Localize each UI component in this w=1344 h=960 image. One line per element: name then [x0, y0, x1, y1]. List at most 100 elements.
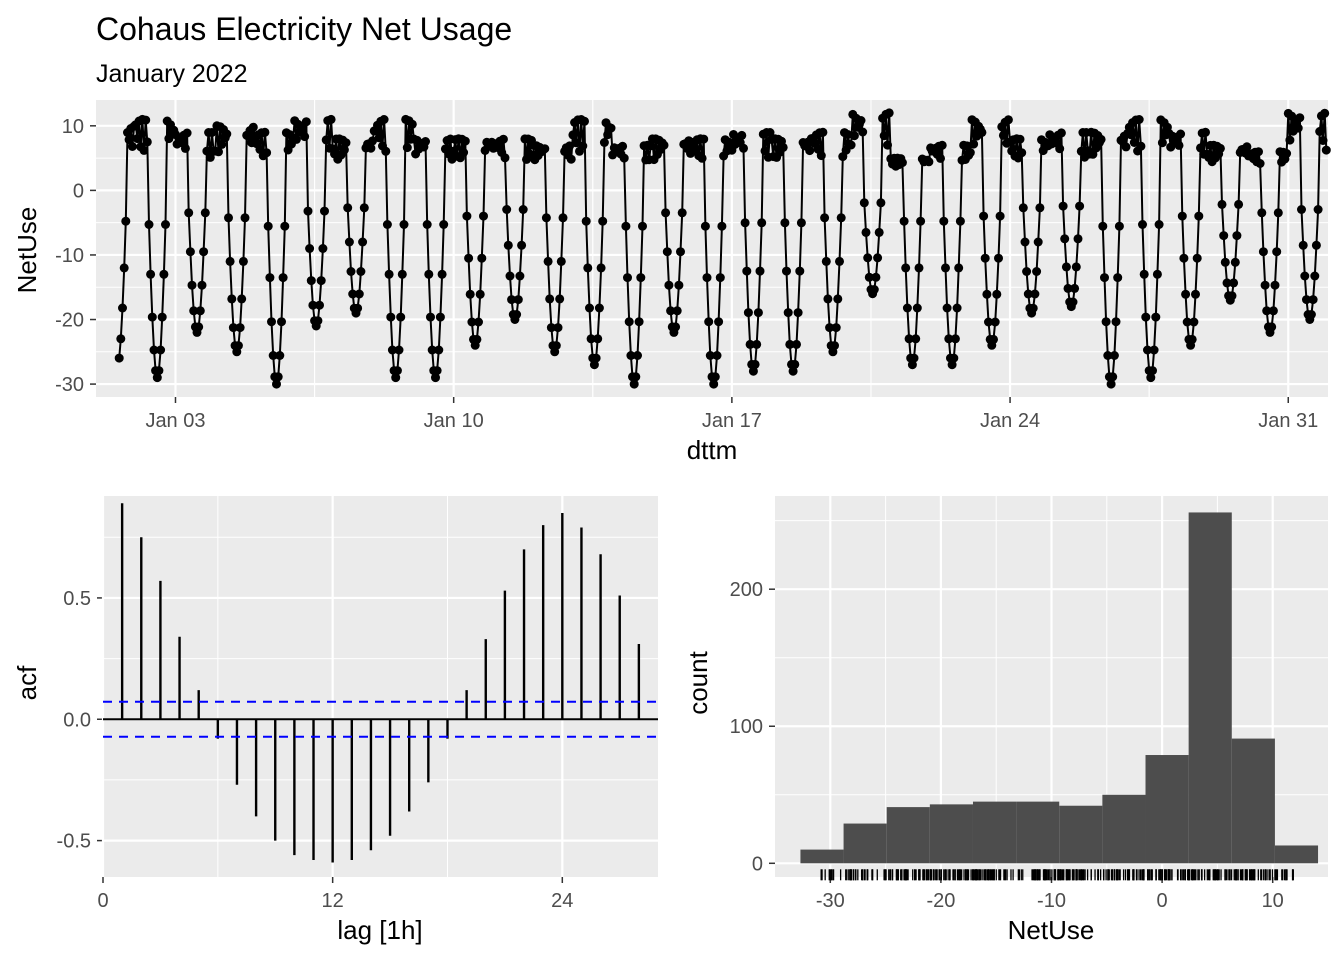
histogram-y-tick-label: 200 [730, 579, 763, 601]
timeseries-point [757, 218, 767, 228]
timeseries-point [374, 133, 384, 143]
acf-x-tick-label: 0 [97, 890, 108, 912]
timeseries-point [712, 351, 722, 360]
timeseries-point [752, 339, 762, 349]
timeseries-point [368, 136, 377, 146]
histogram-bar [1102, 794, 1146, 864]
timeseries-point [1260, 280, 1270, 290]
timeseries-point [619, 153, 629, 163]
timeseries-point [737, 130, 747, 140]
timeseries-point [939, 216, 949, 226]
timeseries-point [465, 289, 475, 299]
timeseries-point [1126, 130, 1136, 140]
timeseries-point [306, 276, 316, 286]
timeseries-point [1234, 199, 1244, 209]
timeseries-point [214, 147, 223, 157]
timeseries-point [1297, 205, 1306, 214]
timeseries-point [227, 294, 237, 304]
timeseries-point [994, 253, 1003, 263]
timeseries-point [580, 116, 589, 126]
timeseries-point [823, 294, 833, 304]
timeseries-point [1227, 291, 1237, 301]
timeseries-point [235, 323, 245, 333]
timeseries-point [598, 216, 608, 226]
timeseries-point [818, 127, 828, 137]
timeseries-point [672, 306, 682, 316]
timeseries-point [1177, 211, 1187, 221]
timeseries-point [280, 221, 290, 231]
timeseries-point [717, 221, 727, 231]
timeseries-point [339, 145, 349, 155]
timeseries-point [200, 208, 210, 218]
timeseries-point [955, 216, 965, 226]
timeseries-point [149, 345, 159, 355]
timeseries-point [1098, 221, 1108, 231]
timeseries-point [990, 317, 1000, 327]
timeseries-point [646, 141, 656, 151]
timeseries-point [745, 339, 755, 349]
timeseries-point [184, 208, 194, 218]
timeseries-point [464, 253, 474, 263]
timeseries-point [301, 117, 311, 127]
timeseries-point [207, 128, 217, 137]
timeseries-point [1219, 231, 1229, 241]
timeseries-point [1100, 273, 1109, 283]
timeseries-point [358, 237, 368, 247]
timeseries-x-axis-label: dttm [687, 435, 738, 465]
timeseries-point [132, 134, 142, 144]
timeseries-point [671, 322, 681, 332]
timeseries-point [315, 300, 324, 310]
timeseries-point [1073, 234, 1083, 244]
timeseries-point [578, 141, 588, 151]
timeseries-point [1272, 247, 1282, 257]
timeseries-point [434, 345, 444, 355]
timeseries-point [1096, 134, 1106, 144]
timeseries-point [883, 140, 892, 150]
histogram-bar [1145, 755, 1189, 864]
timeseries-point [944, 334, 954, 344]
timeseries-point [869, 285, 879, 294]
timeseries-point [821, 256, 831, 266]
timeseries-point [396, 312, 406, 322]
timeseries-y-tick-label: -10 [55, 245, 84, 267]
timeseries-point [157, 312, 167, 322]
timeseries-point [426, 312, 435, 322]
timeseries-point [599, 138, 609, 147]
timeseries-point [555, 294, 565, 304]
timeseries-point [1242, 142, 1252, 152]
timeseries-point [581, 216, 591, 226]
timeseries-point [431, 373, 440, 383]
timeseries-point [750, 359, 760, 369]
timeseries-point [1298, 240, 1308, 250]
timeseries-point [474, 317, 483, 327]
timeseries-point [849, 131, 859, 141]
timeseries-point [541, 213, 551, 223]
timeseries-point [346, 267, 356, 276]
timeseries-point [1182, 317, 1192, 327]
timeseries-point [265, 273, 275, 283]
timeseries-point [424, 269, 434, 279]
timeseries-point [909, 353, 919, 363]
timeseries-point [790, 359, 800, 369]
timeseries-point [354, 289, 364, 299]
timeseries-point [518, 205, 528, 214]
timeseries-point [366, 143, 376, 153]
timeseries-point [755, 266, 765, 276]
timeseries-point [477, 253, 487, 263]
timeseries-point [676, 247, 685, 257]
timeseries-point [825, 323, 835, 333]
acf-y-tick-label: 0.0 [63, 709, 91, 731]
timeseries-point [1257, 208, 1267, 218]
timeseries-point [1192, 253, 1202, 263]
timeseries-point [705, 351, 715, 360]
timeseries-point [662, 247, 672, 257]
timeseries-point [278, 273, 288, 283]
timeseries-point [263, 221, 273, 231]
timeseries-point [291, 134, 301, 144]
timeseries-point [1148, 366, 1157, 376]
timeseries-point [341, 138, 351, 148]
timeseries-point [1058, 201, 1068, 211]
timeseries-point [858, 127, 868, 137]
timeseries-point [793, 308, 803, 318]
timeseries-point [1321, 145, 1331, 155]
